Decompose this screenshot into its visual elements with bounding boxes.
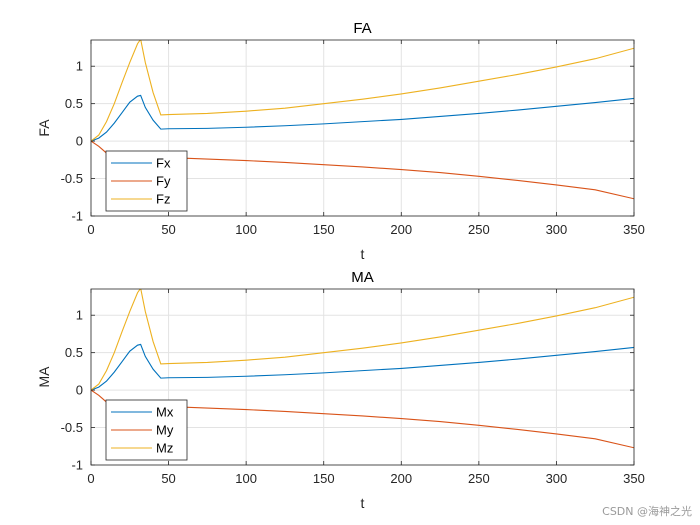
y-tick-label: 0 — [76, 383, 83, 398]
series-line-mz — [91, 289, 634, 391]
legend-label-fz: Fz — [156, 192, 170, 207]
y-axis-label: MA — [36, 366, 52, 388]
y-tick-label: 0 — [76, 134, 83, 149]
x-axis-label: t — [361, 246, 365, 262]
y-tick-label: -1 — [71, 209, 83, 224]
axes-box — [90, 39, 635, 217]
x-tick-label: 200 — [390, 471, 412, 486]
legend: Fx Fy Fz — [105, 150, 188, 212]
x-tick-label: 250 — [468, 222, 490, 237]
legend-label-fy: Fy — [156, 174, 171, 189]
y-tick-label: 0.5 — [65, 96, 83, 111]
x-tick-label: 50 — [161, 471, 175, 486]
chart-ma: 0 50 100 150 200 250 300 350-1-0.500.51MAtMAMxM… — [36, 269, 645, 511]
x-tick-label: 150 — [313, 471, 335, 486]
legend-label-mz: Mz — [156, 441, 173, 456]
x-tick-label: 100 — [235, 222, 257, 237]
x-tick-label: 200 — [390, 222, 412, 237]
x-tick-label: 350 — [623, 222, 645, 237]
y-tick-label: 1 — [76, 59, 83, 74]
y-tick-label: 1 — [76, 308, 83, 323]
axes-box — [90, 288, 635, 466]
series-line-fz — [91, 40, 634, 142]
y-tick-label: -0.5 — [61, 420, 83, 435]
x-tick-label: 100 — [235, 471, 257, 486]
x-tick-label: 150 — [313, 222, 335, 237]
chart-title: MA — [351, 269, 374, 286]
chart-title: FA — [353, 20, 371, 37]
series-line-fx — [91, 94, 634, 142]
x-tick-label: 300 — [546, 222, 568, 237]
legend-label-mx: Mx — [156, 405, 174, 420]
x-tick-label: 0 — [87, 222, 94, 237]
x-tick-label: 350 — [623, 471, 645, 486]
legend-label-my: My — [156, 423, 174, 438]
y-tick-label: -0.5 — [61, 171, 83, 186]
x-tick-label: 250 — [468, 471, 490, 486]
chart-fa: 0 50 100 150 200 250 300 350-1-0.500.51FAtFAFxF… — [36, 20, 645, 262]
x-tick-label: 50 — [161, 222, 175, 237]
x-tick-label: 300 — [546, 471, 568, 486]
y-axis-label: FA — [36, 119, 52, 137]
legend-label-fx: Fx — [156, 156, 171, 171]
y-tick-label: -1 — [71, 458, 83, 473]
x-axis-label: t — [361, 495, 365, 511]
y-tick-label: 0.5 — [65, 345, 83, 360]
series-line-mx — [91, 343, 634, 391]
legend: Mx My Mz — [105, 399, 188, 461]
x-tick-label: 0 — [87, 471, 94, 486]
watermark-text: CSDN @海神之光 — [602, 505, 692, 518]
